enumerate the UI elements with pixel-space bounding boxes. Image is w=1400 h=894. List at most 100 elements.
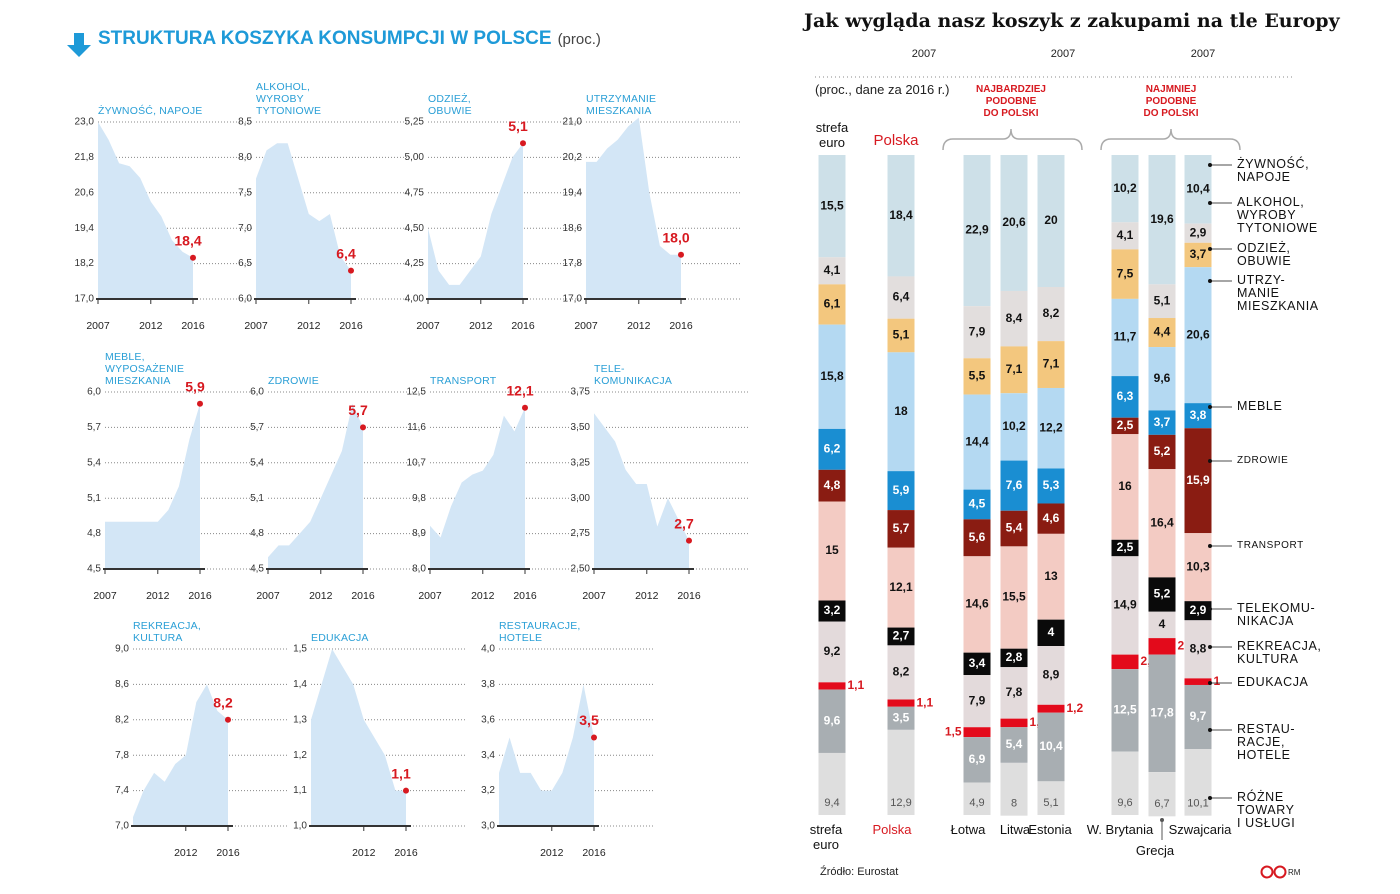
bar-segment bbox=[1111, 654, 1139, 670]
small-chart-title: TELE- KOMUNIKACJA bbox=[594, 363, 673, 387]
value-label: 17,8 bbox=[1150, 706, 1174, 720]
legend-label: ŻYWNOŚĆ, NAPOJE bbox=[1237, 157, 1310, 184]
bar-segment bbox=[1184, 684, 1212, 749]
value-label: 14,4 bbox=[965, 434, 989, 448]
y-tick-label: 3,8 bbox=[481, 679, 495, 690]
value-label: 20 bbox=[1044, 213, 1058, 227]
x-tick-label: 2007 bbox=[574, 320, 598, 332]
bar-segment bbox=[1037, 155, 1065, 287]
legend-label: REKREACJA, KULTURA bbox=[1237, 639, 1322, 666]
area bbox=[499, 684, 594, 826]
value-label: 2,5 bbox=[1117, 418, 1134, 432]
y-tick-label: 11,6 bbox=[407, 422, 426, 433]
value-label: 5,9 bbox=[185, 379, 205, 395]
bar-segment bbox=[1148, 654, 1176, 773]
y-tick-label: 17,0 bbox=[563, 294, 583, 305]
small-chart-title: ŻYWNOŚĆ, NAPOJE bbox=[98, 105, 203, 117]
bar-segment bbox=[1000, 510, 1028, 547]
value-label: 2,9 bbox=[1190, 603, 1207, 617]
value-label: 8,2 bbox=[1043, 306, 1060, 320]
bar-segment bbox=[1148, 577, 1176, 612]
y-tick-label: 20,2 bbox=[563, 152, 583, 163]
value-label: 10,4 bbox=[1039, 739, 1063, 753]
bar-segment bbox=[963, 652, 991, 676]
value-label: 7,9 bbox=[969, 693, 986, 707]
bar-segment bbox=[1037, 712, 1065, 782]
bar-segment bbox=[887, 729, 915, 815]
y-tick-label: 3,50 bbox=[571, 422, 591, 433]
brace bbox=[1100, 128, 1241, 151]
bar-segment bbox=[1148, 284, 1176, 319]
bar-segment bbox=[1111, 155, 1139, 223]
bar-segment bbox=[887, 155, 915, 277]
value-label: 8,4 bbox=[1006, 311, 1023, 325]
y-tick-label: 4,0 bbox=[481, 644, 495, 655]
value-label: 15,8 bbox=[820, 369, 844, 383]
category-label: Estonia bbox=[1028, 822, 1072, 837]
value-label: 4,8 bbox=[824, 478, 841, 492]
bar-segment bbox=[818, 752, 846, 815]
y-tick-label: 7,8 bbox=[115, 750, 129, 761]
value-label: 9,7 bbox=[1190, 709, 1207, 723]
bar-segment bbox=[818, 621, 846, 683]
bar-segment bbox=[963, 727, 991, 738]
x-tick-label: 2007 bbox=[256, 590, 280, 602]
value-label: 5,2 bbox=[1154, 444, 1171, 458]
value-label: 5,2 bbox=[1154, 587, 1171, 601]
bar-segment bbox=[1148, 347, 1176, 411]
bar-segment bbox=[1148, 318, 1176, 348]
value-label: 20,6 bbox=[1186, 327, 1210, 341]
value-label: 1 bbox=[1214, 674, 1221, 688]
value-label: 19,6 bbox=[1150, 212, 1174, 226]
value-label: 18,0 bbox=[662, 229, 689, 245]
value-label: 5,7 bbox=[893, 521, 910, 535]
value-label: 6,3 bbox=[1117, 389, 1134, 403]
end-marker bbox=[520, 140, 526, 147]
y-tick-label: 3,25 bbox=[571, 457, 591, 468]
y-tick-label: 4,8 bbox=[250, 528, 264, 539]
value-label: 6,4 bbox=[893, 290, 910, 304]
bar-segment bbox=[1000, 290, 1028, 347]
bar-segment bbox=[1037, 619, 1065, 647]
value-label: 18,4 bbox=[889, 208, 913, 222]
value-label: 6,7 bbox=[1154, 798, 1169, 810]
y-tick-label: 8,0 bbox=[412, 564, 426, 575]
x-tick-label: 2007 bbox=[244, 320, 268, 332]
bar-segment bbox=[1184, 601, 1212, 621]
value-label: 2,9 bbox=[1190, 225, 1207, 239]
x-tick-label: 2016 bbox=[511, 320, 535, 332]
bar-segment bbox=[1000, 155, 1028, 291]
small-chart-title: TRANSPORT bbox=[430, 375, 497, 387]
bar-segment bbox=[1111, 539, 1139, 557]
bar-segment bbox=[818, 600, 846, 622]
end-marker bbox=[403, 787, 409, 794]
value-label: 12,2 bbox=[1039, 420, 1063, 434]
value-label: 11,7 bbox=[1114, 330, 1137, 344]
value-label: 12,1 bbox=[506, 382, 533, 398]
value-label: 2,5 bbox=[1117, 540, 1134, 554]
y-tick-label: 6,0 bbox=[238, 294, 252, 305]
value-label: 3,4 bbox=[969, 656, 986, 670]
connector-dot bbox=[1160, 818, 1164, 822]
end-marker bbox=[348, 267, 354, 274]
y-tick-label: 3,2 bbox=[481, 785, 495, 796]
legend-label: ALKOHOL, WYROBY TYTONIOWE bbox=[1237, 195, 1318, 235]
small-chart-title: ALKOHOL, WYROBY TYTONIOWE bbox=[256, 81, 322, 117]
bar-segment bbox=[887, 510, 915, 548]
value-label: 4,1 bbox=[1117, 228, 1134, 242]
x-tick-label: 2007 bbox=[416, 320, 440, 332]
bar-segment bbox=[1037, 387, 1065, 469]
value-label: 9,6 bbox=[1117, 797, 1132, 809]
bar-segment bbox=[1111, 669, 1139, 752]
logo bbox=[1260, 865, 1274, 879]
value-label: 7,1 bbox=[1006, 362, 1023, 376]
legend-label: ZDROWIE bbox=[1237, 455, 1289, 466]
bar-segment bbox=[887, 276, 915, 319]
x-tick-label: 2007 bbox=[418, 590, 442, 602]
bar-segment bbox=[818, 257, 846, 285]
y-tick-label: 4,50 bbox=[405, 223, 425, 234]
legend-label: ODZIEŻ, OBUWIE bbox=[1237, 241, 1292, 268]
value-label: 4,4 bbox=[1154, 325, 1171, 339]
value-label: 10,2 bbox=[1002, 419, 1026, 433]
x-tick-label: 2007 bbox=[582, 590, 606, 602]
